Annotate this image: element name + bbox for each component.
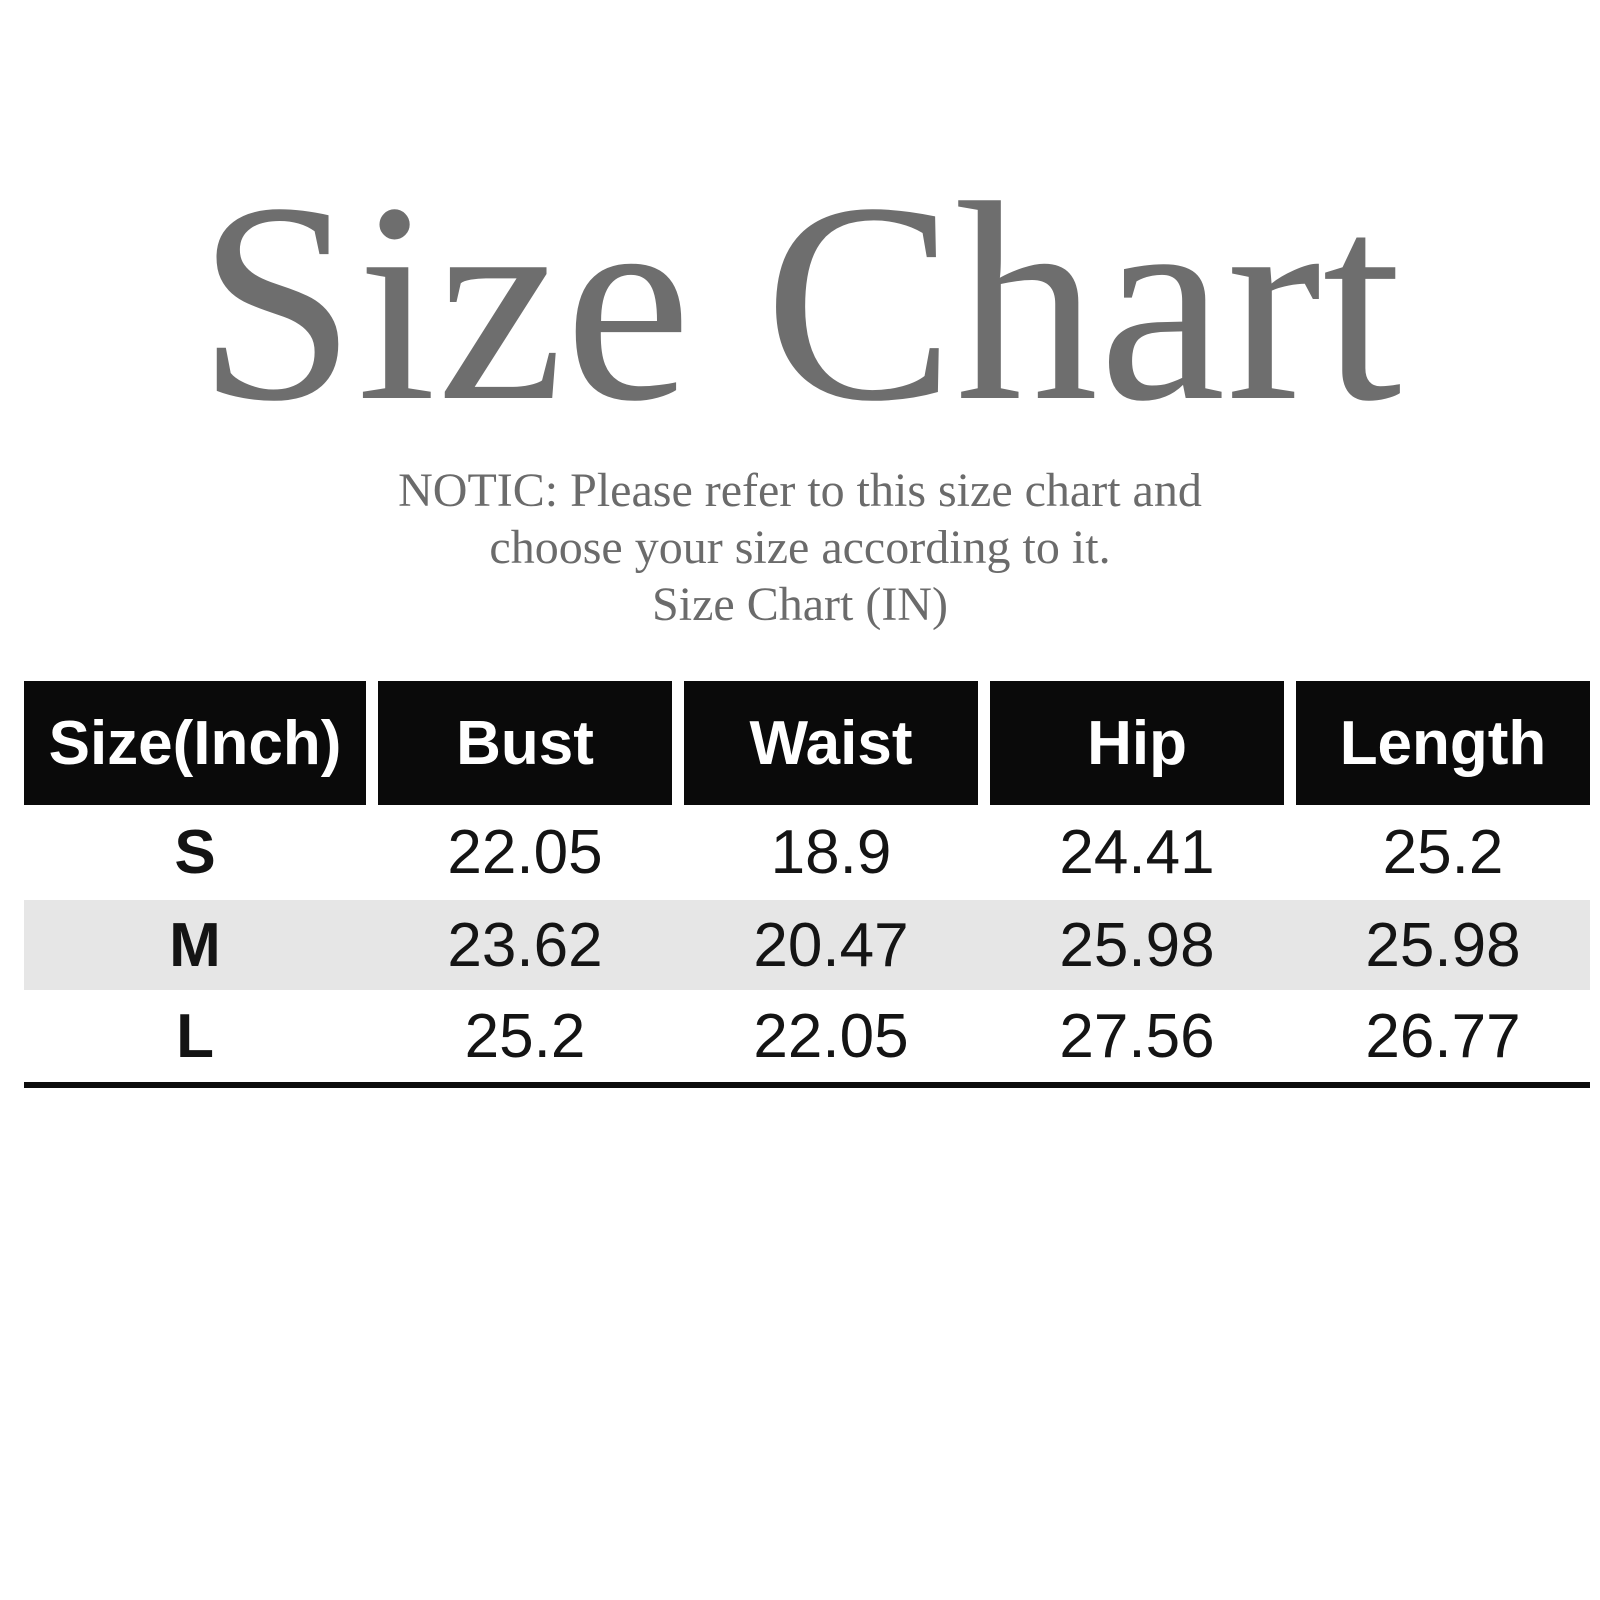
cell-l-hip: 27.56 <box>1059 1001 1215 1071</box>
table-header-row: Size(Inch) Bust Waist Hip Length <box>24 681 1590 805</box>
table-bottom-rule <box>24 1082 1590 1088</box>
notice: NOTIC: Please refer to this size chart a… <box>0 462 1600 633</box>
cell-s-hip: 24.41 <box>1059 818 1215 887</box>
table-row-m: M 23.62 20.47 25.98 25.98 <box>24 900 1590 990</box>
table-row-l: L 25.2 22.05 27.56 26.77 <box>24 990 1590 1082</box>
cell-m-hip: 25.98 <box>1059 910 1215 980</box>
page-title: Size Chart <box>197 144 1403 460</box>
size-table: Size(Inch) Bust Waist Hip Length S 22.05… <box>24 681 1590 1088</box>
cell-l-length: 26.77 <box>1365 1001 1521 1071</box>
column-header-bust: Bust <box>378 681 672 805</box>
notice-line-1: NOTIC: Please refer to this size chart a… <box>398 464 1202 517</box>
cell-m-bust: 23.62 <box>447 910 603 980</box>
cell-s-waist: 18.9 <box>770 818 892 887</box>
column-header-hip: Hip <box>990 681 1284 805</box>
cell-l-waist: 22.05 <box>753 1001 909 1071</box>
cell-m-waist: 20.47 <box>753 910 909 980</box>
cell-s-length: 25.2 <box>1382 818 1504 887</box>
table-row-s: S 22.05 18.9 24.41 25.2 <box>24 805 1590 900</box>
cell-l-bust: 25.2 <box>464 1001 586 1071</box>
notice-line-2: choose your size according to it. <box>489 521 1111 574</box>
cell-l-size: L <box>176 1001 214 1071</box>
cell-m-size: M <box>169 910 221 980</box>
cell-s-bust: 22.05 <box>447 818 603 887</box>
column-header-waist: Waist <box>684 681 978 805</box>
cell-m-length: 25.98 <box>1365 910 1521 980</box>
column-header-size: Size(Inch) <box>24 681 366 805</box>
cell-s-size: S <box>174 818 216 887</box>
notice-line-3: Size Chart (IN) <box>652 578 948 631</box>
column-header-length: Length <box>1296 681 1590 805</box>
